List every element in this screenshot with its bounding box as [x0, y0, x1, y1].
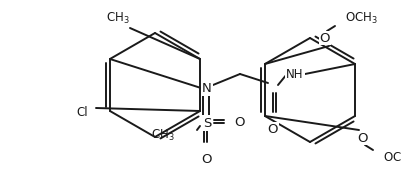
- Text: CH$_3$: CH$_3$: [151, 128, 175, 142]
- Text: OCH$_3$: OCH$_3$: [345, 10, 378, 26]
- Text: CH$_3$: CH$_3$: [106, 10, 130, 26]
- Text: Cl: Cl: [76, 105, 88, 119]
- Text: O: O: [234, 116, 245, 128]
- Text: OCH$_3$: OCH$_3$: [383, 151, 401, 165]
- Text: N: N: [202, 82, 212, 94]
- Text: O: O: [320, 31, 330, 45]
- Text: O: O: [202, 153, 212, 166]
- Text: S: S: [203, 117, 211, 130]
- Text: O: O: [358, 131, 368, 145]
- Text: O: O: [268, 123, 278, 136]
- Text: NH: NH: [286, 68, 304, 80]
